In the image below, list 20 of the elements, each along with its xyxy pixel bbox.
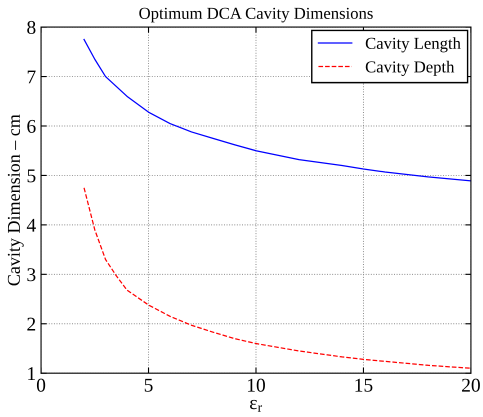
legend-label: Cavity Length — [366, 37, 461, 52]
y-tick-label: 1 — [28, 367, 36, 380]
x-axis-title: ε$_{r}$ — [250, 400, 262, 412]
y-tick-label: 7 — [28, 70, 36, 84]
x-tick-label: 5 — [144, 378, 153, 392]
x-tick-label: 20 — [462, 378, 480, 392]
line-series — [83, 38, 471, 182]
y-axis-title: Cavity Dimension – cm — [8, 114, 24, 286]
y-tick-label: 5 — [28, 169, 36, 182]
legend-label: Cavity Depth — [366, 60, 454, 76]
y-tick-label: 3 — [27, 268, 36, 282]
x-tick-label: 15 — [355, 378, 372, 392]
y-tick-label: 2 — [27, 318, 36, 331]
y-tick-label: 8 — [27, 20, 36, 34]
x-tick-label: 0 — [36, 378, 46, 392]
y-tick-label: 4 — [26, 218, 36, 232]
chart-title: Optimum DCA Cavity Dimensions — [139, 8, 373, 22]
x-tick-label: 10 — [248, 378, 265, 392]
y-tick-label: 6 — [27, 120, 36, 133]
line-series — [83, 187, 471, 369]
